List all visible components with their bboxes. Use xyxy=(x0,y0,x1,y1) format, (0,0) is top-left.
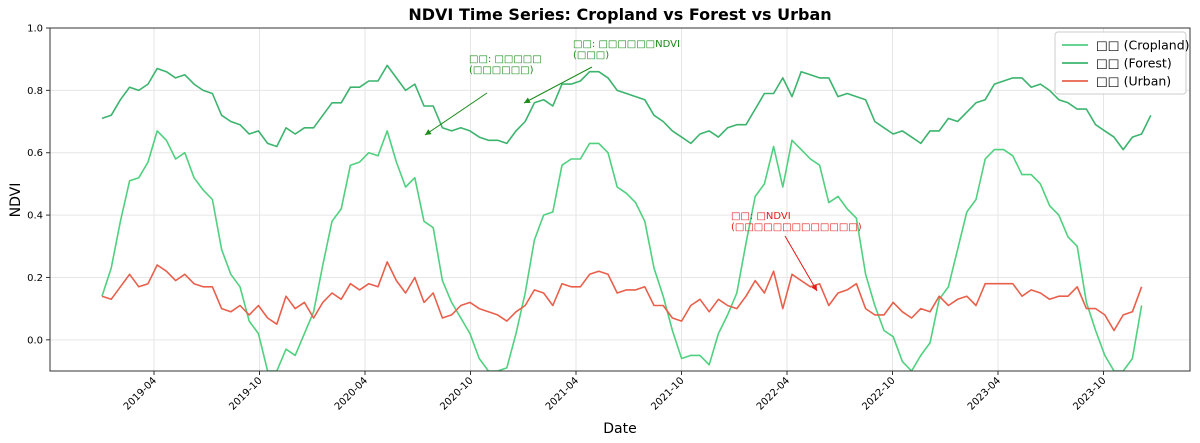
grid-lines xyxy=(50,27,1190,371)
annotation-text-line1: □□: □NDVI xyxy=(731,211,791,222)
annotations: □□: □□□□□(□□□□□□) □□: □□□□□□NDVI(□□□) □□: … xyxy=(424,39,862,292)
series-group xyxy=(101,64,1152,371)
y-axis-label: NDVI xyxy=(8,183,24,218)
annotation-text-line1: □□: □□□□□□NDVI xyxy=(573,39,680,50)
series-line-0 xyxy=(101,130,1143,371)
x-tick-label: 2021-10 xyxy=(649,375,686,412)
series-line-1 xyxy=(101,64,1152,151)
annotation-arrow xyxy=(424,92,488,136)
y-tick-label: 1.0 xyxy=(27,24,43,35)
annotation-text-line2: (□□□) xyxy=(573,50,609,61)
y-axis: 0.0 0.2 0.4 0.6 0.8 1.0 xyxy=(27,24,50,346)
legend-label: □□ (Forest) xyxy=(1096,56,1172,71)
x-tick-label: 2019-04 xyxy=(122,375,159,412)
legend-box xyxy=(1054,31,1187,95)
x-tick-label: 2020-04 xyxy=(333,375,370,412)
x-tick-label: 2023-10 xyxy=(1071,375,1108,412)
legend-label: □□ (Cropland) xyxy=(1096,38,1190,53)
x-tick-label: 2021-04 xyxy=(544,375,581,412)
x-tick-label: 2022-10 xyxy=(860,375,897,412)
y-tick-label: 0.6 xyxy=(27,148,43,159)
annotation-text-line2: (□□□□□□□□□□□□□) xyxy=(731,222,862,233)
y-tick-label: 0.8 xyxy=(27,86,43,97)
legend-label: □□ (Urban) xyxy=(1096,74,1171,89)
chart-title: NDVI Time Series: Cropland vs Forest vs … xyxy=(408,5,831,24)
series-line-2 xyxy=(101,261,1143,332)
y-tick-label: 0.2 xyxy=(27,273,43,284)
annotation-arrow xyxy=(784,235,818,292)
annotation-text-line1: □□: □□□□□ xyxy=(469,54,542,65)
x-tick-label: 2023-04 xyxy=(966,375,1003,412)
x-tick-label: 2020-10 xyxy=(438,375,475,412)
plot-frame xyxy=(49,27,1191,372)
x-axis-label: Date xyxy=(603,421,636,437)
x-axis: 2019-04 2019-10 2020-04 2020-10 2021-04 2021-… xyxy=(122,371,1109,413)
annotation-text-line2: (□□□□□□) xyxy=(469,65,534,76)
x-tick-label: 2022-04 xyxy=(755,375,792,412)
y-tick-label: 0.4 xyxy=(27,211,43,222)
y-tick-label: 0.0 xyxy=(27,335,43,346)
annotation-arrow xyxy=(523,66,593,104)
legend: □□ (Cropland) □□ (Forest) □□ (Urban) xyxy=(1054,31,1190,95)
x-tick-label: 2019-10 xyxy=(227,375,264,412)
